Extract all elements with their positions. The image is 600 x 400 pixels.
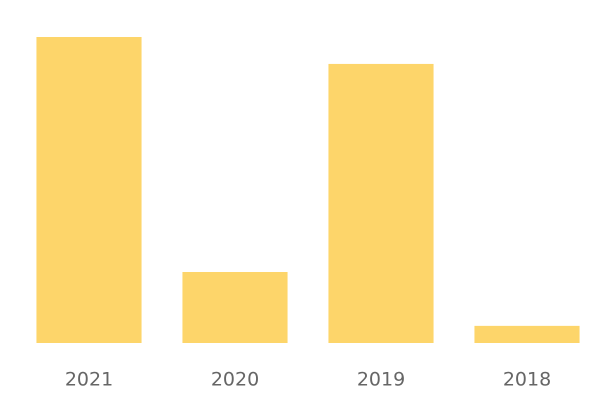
x-tick-label: 2019 [357, 369, 405, 391]
x-tick-label: 2020 [211, 369, 259, 391]
x-tick-label: 2018 [503, 369, 551, 391]
bar [328, 63, 434, 343]
bar [182, 272, 288, 343]
bar [36, 37, 142, 343]
bar [474, 325, 580, 343]
x-tick-label: 2021 [65, 369, 113, 391]
